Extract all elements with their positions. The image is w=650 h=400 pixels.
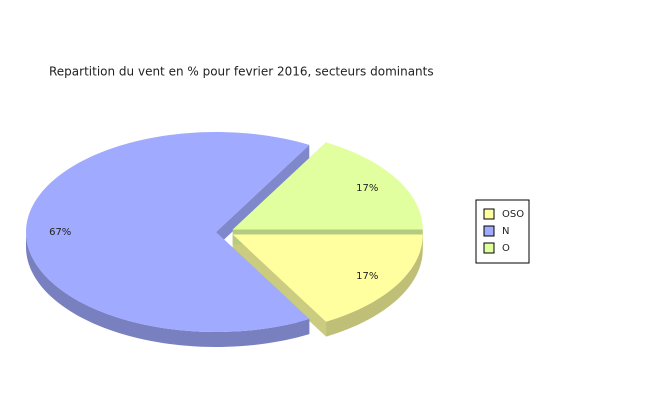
pie-slice [232,234,423,322]
pie-slice [232,142,423,230]
pie-slice [26,132,310,332]
pie-slice-cut [232,234,327,337]
data-label: 17% [356,183,378,194]
legend-label: N [502,226,509,237]
legend-label: O [502,243,510,254]
pie-slice-cut [216,144,310,247]
data-label: 17% [356,271,378,282]
legend: OSO NO [483,208,524,254]
pie: 17% 67% 17% [26,132,423,347]
chart-title: Repartition du vent en % pour fevrier 20… [49,65,434,79]
legend-swatch [483,208,495,220]
legend-label: OSO [502,209,524,220]
legend-swatch [483,225,495,237]
legend-swatch [483,242,495,254]
pie-slice-side [326,234,423,337]
pie-slice-side [26,232,310,347]
data-label: 67% [49,227,71,238]
